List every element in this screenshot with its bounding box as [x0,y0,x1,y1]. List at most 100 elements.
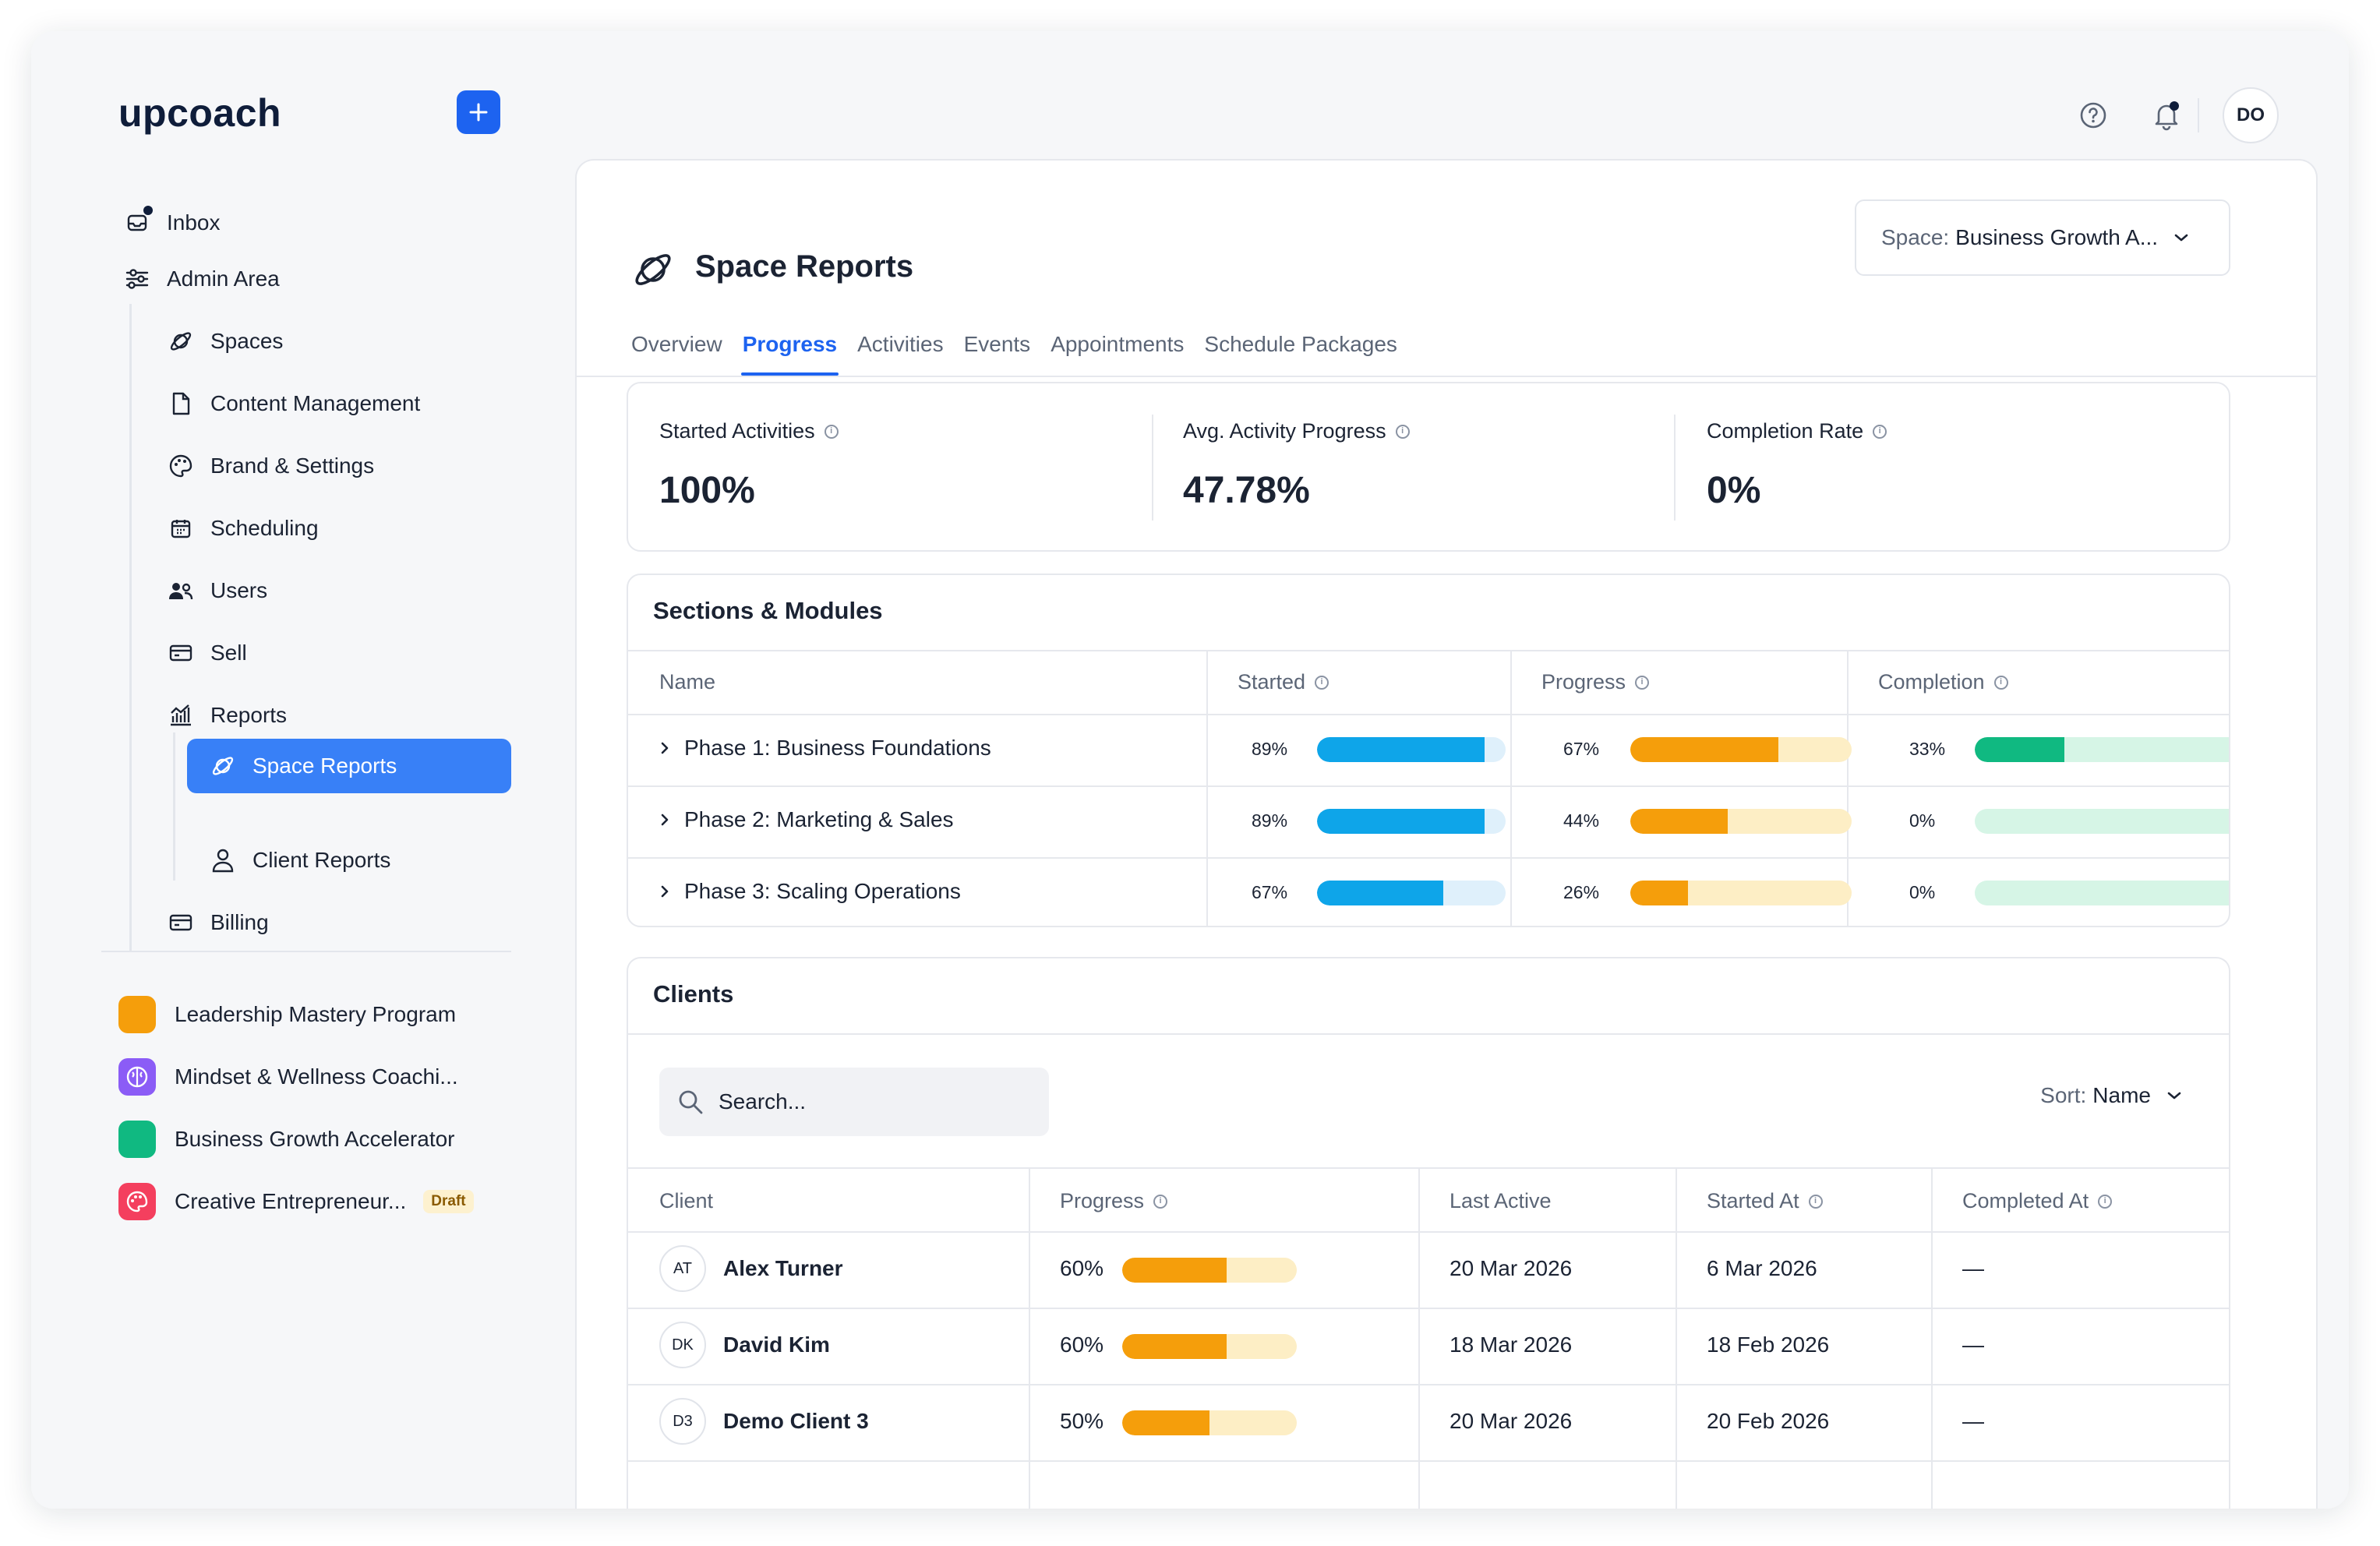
completion-percent: 33% [1909,739,1946,759]
client-cell[interactable]: DK David Kim [659,1322,830,1368]
sidebar-divider [101,951,511,952]
sidebar-item-label: Billing [210,910,269,934]
column-header-client[interactable]: Client [659,1189,714,1212]
column-header-name[interactable]: Name [659,670,716,694]
sidebar-item-content-management[interactable]: Content Management [167,390,420,418]
sidebar-item-reports[interactable]: Reports [167,701,287,729]
progress-bar [1317,737,1506,762]
sidebar-item-billing[interactable]: Billing [167,909,269,937]
column-header-completed-at[interactable]: Completed At i [1962,1189,2113,1213]
clients-card: Clients Search... Sort: Name Client Prog… [627,957,2230,1509]
space-item-business-growth[interactable]: Business Growth Accelerator [118,1121,455,1158]
row-divider [628,1231,2229,1233]
sidebar-item-sell[interactable]: Sell [167,639,247,667]
inbox-icon [123,206,153,237]
add-button[interactable] [457,90,500,134]
space-name: Creative Entrepreneur... [175,1189,407,1213]
sidebar-item-inbox[interactable]: Inbox [123,206,221,237]
space-item-creative[interactable]: Creative Entrepreneur... Draft [118,1183,474,1220]
space-select-value: Business Growth A... [1955,225,2159,249]
topbar-divider [2198,98,2199,132]
section-name[interactable]: Phase 3: Scaling Operations [659,879,961,904]
sidebar-item-space-reports[interactable]: Space Reports [187,739,511,793]
info-icon[interactable]: i [1808,1194,1823,1209]
client-progress-percent: 60% [1060,1332,1104,1357]
progress-bar-fill [1630,809,1728,834]
space-color-swatch [118,996,156,1033]
row-divider [628,1460,2229,1462]
tab-schedule-packages[interactable]: Schedule Packages [1204,332,1397,356]
search-placeholder: Search... [719,1089,807,1114]
tab-events[interactable]: Events [963,332,1031,356]
stat-divider [1674,415,1676,521]
client-progress-percent: 50% [1060,1409,1104,1433]
bell-icon[interactable] [2148,97,2185,134]
progress-bar-fill [1122,1410,1209,1435]
column-header-started[interactable]: Started i [1238,670,1329,694]
stat-divider [1152,415,1153,521]
stat-started-activities: Started Activities i 100% [628,383,1152,550]
chevron-right-icon[interactable] [659,812,670,828]
info-icon[interactable]: i [1993,675,2008,690]
sidebar-item-label: Inbox [167,210,221,235]
palette-icon [118,1183,156,1220]
client-cell[interactable]: D3 Demo Client 3 [659,1398,869,1445]
started-at: 6 Mar 2026 [1707,1256,1817,1280]
started-percent: 67% [1252,882,1288,902]
progress-bar [1975,809,2229,834]
sidebar-item-brand-settings[interactable]: Brand & Settings [167,452,374,480]
sidebar-item-scheduling[interactable]: Scheduling [167,514,319,542]
page-title: Space Reports [695,249,914,284]
column-header-last-active[interactable]: Last Active [1450,1189,1552,1212]
last-active: 20 Mar 2026 [1450,1256,1573,1280]
row-divider [628,785,2229,787]
column-header-progress[interactable]: Progress i [1060,1189,1168,1213]
chevron-right-icon[interactable] [659,740,670,756]
column-divider [1676,1167,1677,1509]
progress-bar [1630,881,1852,905]
chevron-right-icon[interactable] [659,884,670,899]
info-icon[interactable]: i [1395,424,1410,439]
calendar-icon [167,514,195,542]
info-icon[interactable]: i [1635,675,1650,690]
search-input[interactable]: Search... [659,1068,1049,1136]
tab-appointments[interactable]: Appointments [1051,332,1185,356]
column-header-progress[interactable]: Progress i [1541,670,1650,694]
progress-bar-fill [1975,737,2064,762]
progress-percent: 44% [1563,810,1600,831]
sidebar-item-admin-area[interactable]: Admin Area [123,265,280,293]
sidebar-item-label: Space Reports [252,754,397,778]
sidebar-item-users[interactable]: Users [167,577,267,605]
section-name[interactable]: Phase 1: Business Foundations [659,736,991,761]
info-icon[interactable]: i [1315,675,1329,690]
info-icon[interactable]: i [824,424,839,439]
card-icon [167,639,195,667]
progress-bar-fill [1122,1334,1227,1359]
progress-bar [1975,737,2229,762]
tab-activities[interactable]: Activities [857,332,944,356]
sort-dropdown[interactable]: Sort: Name [2040,1083,2182,1108]
space-item-mindset[interactable]: Mindset & Wellness Coachi... [118,1058,458,1096]
main-panel: Space Reports Space: Business Growth A..… [575,159,2318,1509]
help-icon[interactable] [2076,98,2110,132]
section-name[interactable]: Phase 2: Marketing & Sales [659,807,954,832]
space-select[interactable]: Space: Business Growth A... [1855,199,2230,276]
sections-modules-card: Sections & Modules Name Started i Progres… [627,574,2230,927]
tab-overview[interactable]: Overview [631,332,722,356]
sidebar-item-label: Sell [210,641,247,665]
client-cell[interactable]: AT Alex Turner [659,1245,843,1292]
sidebar-item-spaces[interactable]: Spaces [167,327,283,355]
space-item-leadership[interactable]: Leadership Mastery Program [118,996,456,1033]
column-header-completion[interactable]: Completion i [1878,670,2008,694]
user-avatar[interactable]: DO [2223,87,2279,143]
column-header-started-at[interactable]: Started At i [1707,1189,1823,1213]
tab-progress[interactable]: Progress [740,313,839,376]
info-icon[interactable]: i [1873,424,1887,439]
card-divider [628,650,2229,651]
column-divider [1510,650,1512,926]
search-icon [679,1090,703,1114]
sidebar-item-client-reports[interactable]: Client Reports [209,846,390,874]
info-icon[interactable]: i [1153,1194,1168,1209]
app-logo[interactable]: upcoach [118,91,282,135]
info-icon[interactable]: i [2098,1194,2113,1209]
